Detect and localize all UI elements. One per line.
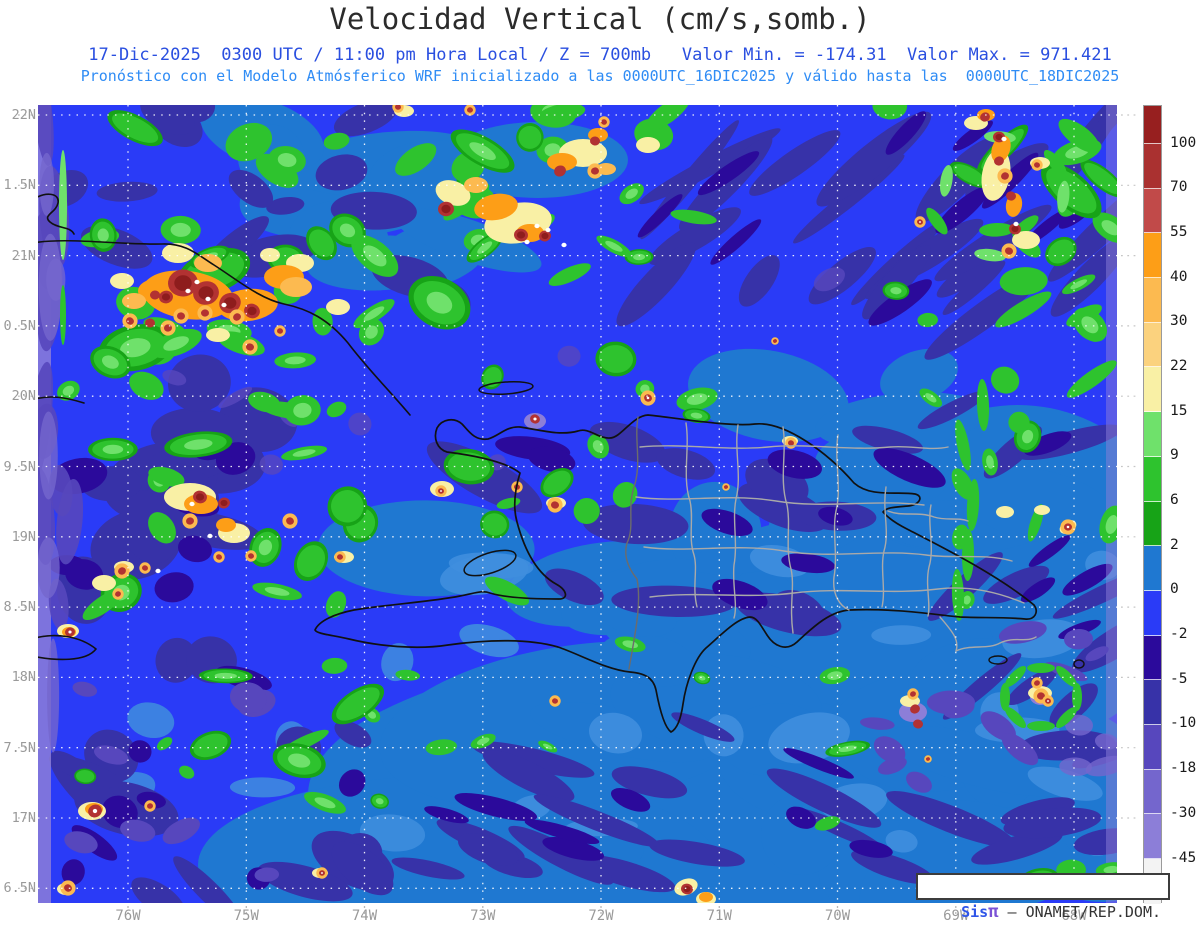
lat-label: 17N (11, 810, 36, 826)
lat-label: 20N (11, 388, 36, 405)
colorbar-tick: 2 (1170, 536, 1179, 553)
lat-label: 22N (11, 107, 36, 123)
lon-label: 73W (470, 908, 496, 924)
colorbar-tick: 30 (1170, 313, 1188, 330)
colorbar-segment (1144, 590, 1161, 636)
subtitle-valid-time: 17-Dic-2025 0300 UTC / 11:00 pm Hora Loc… (88, 45, 1112, 65)
lat-label: 21N (11, 247, 36, 264)
colorbar-tick: -30 (1170, 804, 1197, 821)
watermark-org: ONAMET/REP.DOM. (1025, 903, 1162, 921)
lon-label: 76W (115, 908, 141, 924)
lat-label: 9.5N (3, 458, 36, 475)
watermark-badge: Sisπ — ONAMET/REP.DOM. (916, 873, 1171, 922)
colorbar-segment (1144, 635, 1161, 681)
colorbar-tick: 6 (1170, 492, 1179, 509)
lon-label: 69W (932, 908, 980, 924)
lat-label: 18N (11, 669, 36, 686)
lon-label: 75W (233, 908, 259, 924)
colorbar-segment (1144, 680, 1161, 725)
watermark-separator: — (998, 903, 1026, 921)
lat-label: 8.5N (3, 599, 36, 616)
map-plot-area (18, 105, 1137, 914)
colorbar-tick: 22 (1170, 357, 1188, 374)
colorbar-segment (1144, 278, 1161, 323)
colorbar-segment (1144, 106, 1161, 144)
colorbar-tick: 70 (1170, 179, 1188, 196)
colorbar-tick: 0 (1170, 581, 1179, 598)
colorbar-segment (1144, 412, 1161, 457)
lon-label: 68W (1050, 908, 1098, 924)
colorbar-tick: 55 (1170, 223, 1188, 240)
colorbar-tick: 40 (1170, 268, 1188, 285)
lat-label: 19N (11, 528, 36, 545)
lat-label: 0.5N (3, 317, 36, 334)
colorbar-segment (1144, 769, 1161, 815)
colorbar-segment (1144, 546, 1161, 591)
colorbar-segment (1144, 322, 1161, 368)
colorbar-segment (1144, 188, 1161, 234)
lat-label: 6.5N (3, 880, 36, 897)
colorbar-tick: -5 (1170, 670, 1188, 687)
lat-label: 1.5N (3, 177, 36, 194)
lon-label: 70W (824, 908, 851, 924)
subtitle-model-info: Pronóstico con el Modelo Atmósferico WRF… (80, 67, 1120, 85)
watermark-sis: Sis (961, 903, 989, 921)
colorbar-segment (1144, 814, 1161, 859)
lon-label: 71W (706, 908, 732, 924)
colorbar-tick: 100 (1170, 134, 1197, 151)
colorbar-segment (1144, 367, 1161, 413)
vertical-velocity-field-map (18, 105, 1137, 914)
colorbar-tick: -18 (1170, 760, 1197, 777)
page-title: Velocidad Vertical (cm/s,somb.) (329, 2, 871, 36)
colorbar-tick: 15 (1170, 402, 1188, 419)
colorbar-segment (1144, 724, 1161, 770)
pi-logo-icon: π (988, 902, 999, 922)
colorbar-segment (1144, 456, 1161, 502)
colorbar-tick: -10 (1170, 715, 1197, 732)
colorbar-segment (1144, 501, 1161, 547)
colorbar-segment (1144, 144, 1161, 189)
colorbar-tick: 9 (1170, 447, 1179, 464)
colorbar-segment (1144, 233, 1161, 279)
colorbar-tick: -45 (1170, 849, 1197, 866)
lon-label: 74W (351, 908, 378, 924)
colorbar-tick: -2 (1170, 626, 1188, 643)
lon-label: 72W (588, 908, 614, 924)
lat-label: 7.5N (3, 739, 36, 756)
colorbar-scale (1143, 105, 1162, 904)
